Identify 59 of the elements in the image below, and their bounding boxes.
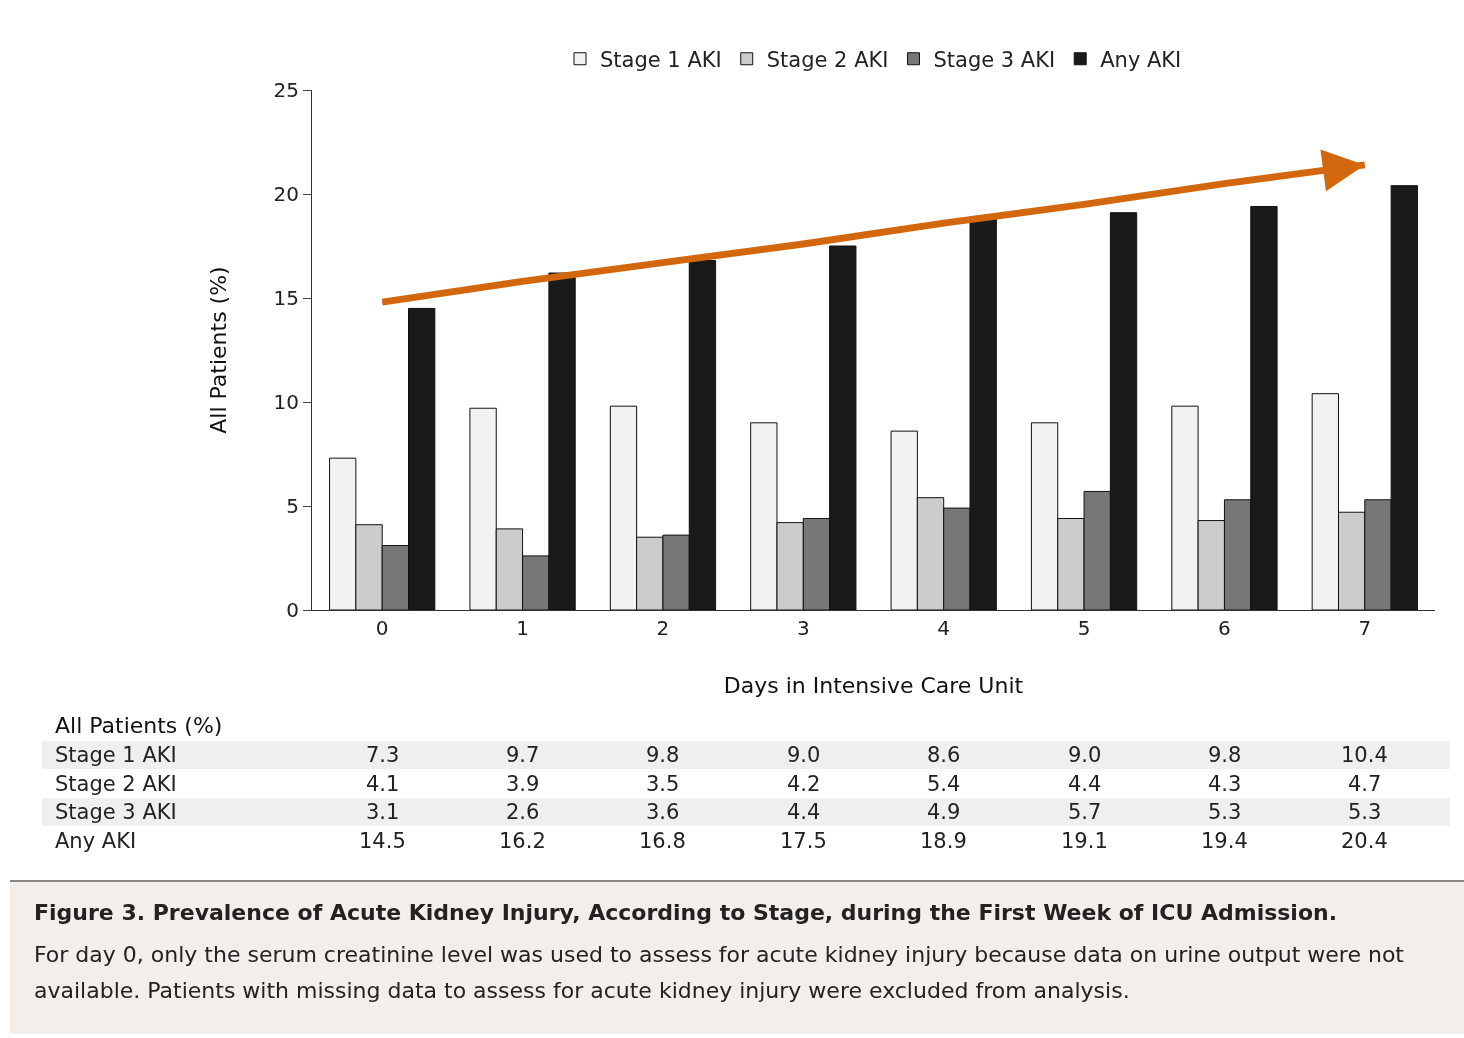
data-label: 9.7 xyxy=(506,743,540,767)
data-label: 9.0 xyxy=(787,743,821,767)
x-axis-title: Days in Intensive Care Unit xyxy=(723,672,1024,698)
data-label: 20.4 xyxy=(1341,829,1388,853)
y-tick-label: 5 xyxy=(286,494,299,518)
data-label: 2.6 xyxy=(506,800,540,824)
data-label: 4.3 xyxy=(1208,772,1242,796)
x-tick-label: 4 xyxy=(937,616,951,640)
data-label: 5.3 xyxy=(1348,800,1382,824)
text: All Patients (%) xyxy=(55,713,223,738)
data-label: 8.6 xyxy=(927,743,961,767)
data-label: 5.4 xyxy=(927,772,961,796)
text: Stage 1 AKI xyxy=(55,743,177,767)
data-label: 14.5 xyxy=(359,829,406,853)
x-tick-label: 6 xyxy=(1218,616,1231,640)
data-label: 3.6 xyxy=(646,800,680,824)
x-tick-label: 3 xyxy=(796,616,810,640)
data-label: 16.8 xyxy=(639,829,686,853)
data-label: 17.5 xyxy=(780,829,827,853)
data-label: 4.2 xyxy=(787,772,821,796)
data-label: 10.4 xyxy=(1341,743,1388,767)
data-label: 4.7 xyxy=(1348,772,1382,796)
legend-label: Stage 2 AKI xyxy=(766,47,889,72)
y-tick-label: 0 xyxy=(286,598,299,622)
data-label: 9.8 xyxy=(1208,743,1242,767)
y-tick-label: 25 xyxy=(273,78,299,102)
x-tick-label: 1 xyxy=(516,616,529,640)
data-label: 3.1 xyxy=(366,800,400,824)
data-label: 5.3 xyxy=(1208,800,1242,824)
data-label: 3.9 xyxy=(506,772,540,796)
data-label: 7.3 xyxy=(366,743,400,767)
y-axis-title: All Patients (%) xyxy=(206,266,232,434)
data-label: 4.9 xyxy=(927,800,961,824)
text: Stage 3 AKI xyxy=(55,800,177,824)
data-label: 5.7 xyxy=(1068,800,1102,824)
y-tick-label: 15 xyxy=(273,286,299,310)
data-label: 4.4 xyxy=(787,800,821,824)
legend-label: Any AKI xyxy=(1100,47,1182,72)
data-label: 9.0 xyxy=(1068,743,1102,767)
y-tick-label: 10 xyxy=(273,390,299,414)
data-label: 4.4 xyxy=(1068,772,1102,796)
legend-label: Stage 3 AKI xyxy=(933,47,1056,72)
x-tick-label: 5 xyxy=(1077,616,1091,640)
data-label: 19.1 xyxy=(1061,829,1108,853)
data-label: 9.8 xyxy=(646,743,680,767)
text: For day 0, only the serum creatinine level was used to assess for acute kidney injury because data on urine output were not available. Patients with missing data to assess for acute kidney injury were excluded from analysis. xyxy=(34,941,1405,1005)
x-tick-label: 0 xyxy=(375,616,389,640)
data-label: 4.1 xyxy=(366,772,400,796)
y-tick-label: 20 xyxy=(273,182,299,206)
data-label: 18.9 xyxy=(920,829,967,853)
data-label: 3.5 xyxy=(646,772,680,796)
legend-label: Stage 1 AKI xyxy=(600,47,722,72)
text: Figure 3. Prevalence of Acute Kidney Injury, According to Stage, during the First Week of ICU Admission. xyxy=(34,900,1339,925)
x-tick-label: 7 xyxy=(1358,616,1372,640)
data-label: 19.4 xyxy=(1201,829,1248,853)
text: Any AKI xyxy=(55,829,137,853)
text: Stage 2 AKI xyxy=(55,772,177,796)
data-label: 16.2 xyxy=(499,829,546,853)
x-tick-label: 2 xyxy=(656,616,670,640)
